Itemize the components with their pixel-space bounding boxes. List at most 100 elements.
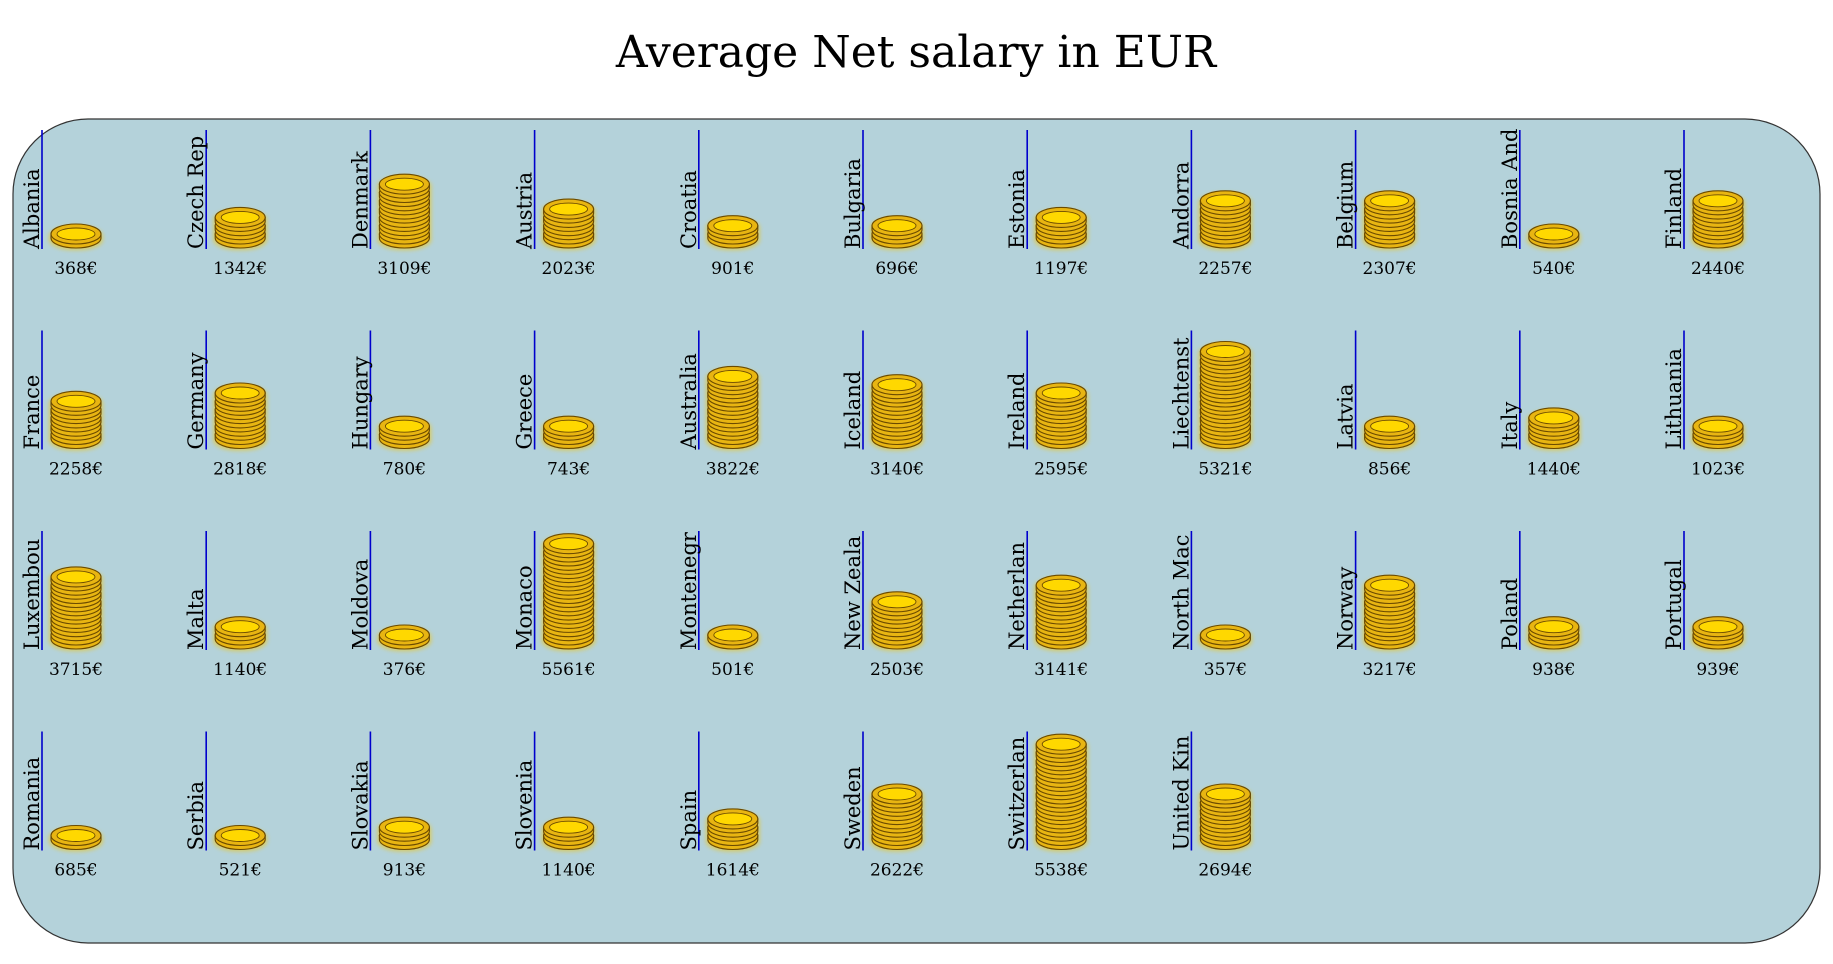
value-label: 1140€ <box>542 861 596 881</box>
country-label: Italy <box>1498 402 1522 450</box>
coin-stack <box>1198 783 1253 852</box>
country-label: Estonia <box>1005 169 1029 249</box>
coin-top-highlight <box>1534 620 1574 634</box>
coin-stack <box>377 415 432 451</box>
value-label: 2258€ <box>49 460 103 480</box>
coin-stack <box>1691 190 1745 250</box>
value-label: 2818€ <box>213 460 267 480</box>
coin-top-highlight <box>549 419 589 433</box>
value-label: 5561€ <box>542 660 596 680</box>
value-label: 540€ <box>1532 259 1575 279</box>
coin-stack <box>1526 616 1581 651</box>
coin-stack <box>1034 733 1089 852</box>
country-label: New Zeala <box>841 536 865 650</box>
value-label: 368€ <box>54 259 97 279</box>
country-cell-albania: Albania 368€ <box>20 130 103 279</box>
coin-top-highlight <box>1370 419 1410 433</box>
value-label: 1614€ <box>706 861 760 881</box>
country-label: Lithuania <box>1662 348 1686 449</box>
coin-top-highlight <box>1698 194 1738 208</box>
coin-top-highlight <box>384 628 424 642</box>
coin-stack <box>870 591 924 651</box>
coin-top-highlight <box>1698 419 1738 433</box>
coin-stack <box>1034 206 1089 250</box>
country-label: Luxembou <box>20 539 44 650</box>
value-label: 376€ <box>383 660 426 680</box>
coin-stack <box>49 390 103 451</box>
country-cell-poland: Poland 938€ <box>1498 531 1581 680</box>
country-label: Germany <box>184 352 208 449</box>
country-label: Bulgaria <box>841 158 865 249</box>
coin-top-highlight <box>1698 620 1738 634</box>
country-label: Albania <box>20 168 44 250</box>
value-label: 3140€ <box>870 460 924 480</box>
coin-stack <box>49 566 103 651</box>
coin-top-highlight <box>713 219 753 233</box>
coin-stack <box>1526 223 1581 250</box>
value-label: 938€ <box>1532 660 1575 680</box>
country-label: Croatia <box>677 170 701 249</box>
coin-top-highlight <box>1041 386 1081 400</box>
country-label: Switzerlan <box>1005 737 1029 851</box>
coin-top-highlight <box>877 378 917 392</box>
coin-top-highlight <box>384 820 424 834</box>
value-label: 743€ <box>547 460 590 480</box>
coin-stack <box>377 624 432 651</box>
coin-top-highlight <box>713 628 753 642</box>
coin-top-highlight <box>220 829 260 842</box>
coin-stack <box>1691 616 1745 651</box>
country-label: Netherlan <box>1005 542 1029 650</box>
country-label: Czech Rep <box>184 136 208 249</box>
coin-stack <box>541 816 596 852</box>
coin-stack <box>1691 415 1745 451</box>
coin-stack <box>1034 574 1089 651</box>
coin-top-highlight <box>56 394 96 408</box>
country-label: Hungary <box>348 356 372 449</box>
coin-top-highlight <box>713 812 753 826</box>
country-label: Liechtenst <box>1169 337 1193 450</box>
country-label: North Mac <box>1169 535 1193 650</box>
country-label: Sweden <box>841 766 865 850</box>
value-label: 780€ <box>383 460 426 480</box>
value-label: 2440€ <box>1691 259 1745 279</box>
value-label: 913€ <box>383 861 426 881</box>
country-label: Moldova <box>348 559 372 650</box>
coin-top-highlight <box>384 177 424 191</box>
value-label: 2595€ <box>1034 460 1088 480</box>
coin-top-highlight <box>1370 578 1410 592</box>
value-label: 2503€ <box>870 660 924 680</box>
value-label: 2023€ <box>542 259 596 279</box>
value-label: 501€ <box>711 660 754 680</box>
chart-title: Average Net salary in EUR <box>615 27 1218 78</box>
country-label: Norway <box>1334 566 1358 650</box>
country-label: Portugal <box>1662 559 1686 650</box>
coin-top-highlight <box>1205 345 1245 358</box>
value-label: 3217€ <box>1363 660 1417 680</box>
coin-top-highlight <box>877 219 917 233</box>
country-label: Montenegr <box>677 531 701 650</box>
country-label: Serbia <box>184 781 208 851</box>
country-label: Ireland <box>1005 373 1029 450</box>
coin-stack <box>213 382 268 451</box>
coin-stack <box>1362 574 1417 651</box>
coin-top-highlight <box>1205 194 1245 208</box>
value-label: 696€ <box>875 259 918 279</box>
coin-stack <box>1198 340 1253 451</box>
coin-top-highlight <box>549 202 589 216</box>
coin-stack <box>213 616 268 651</box>
coin-top-highlight <box>220 210 260 224</box>
coin-top-highlight <box>1370 194 1410 208</box>
